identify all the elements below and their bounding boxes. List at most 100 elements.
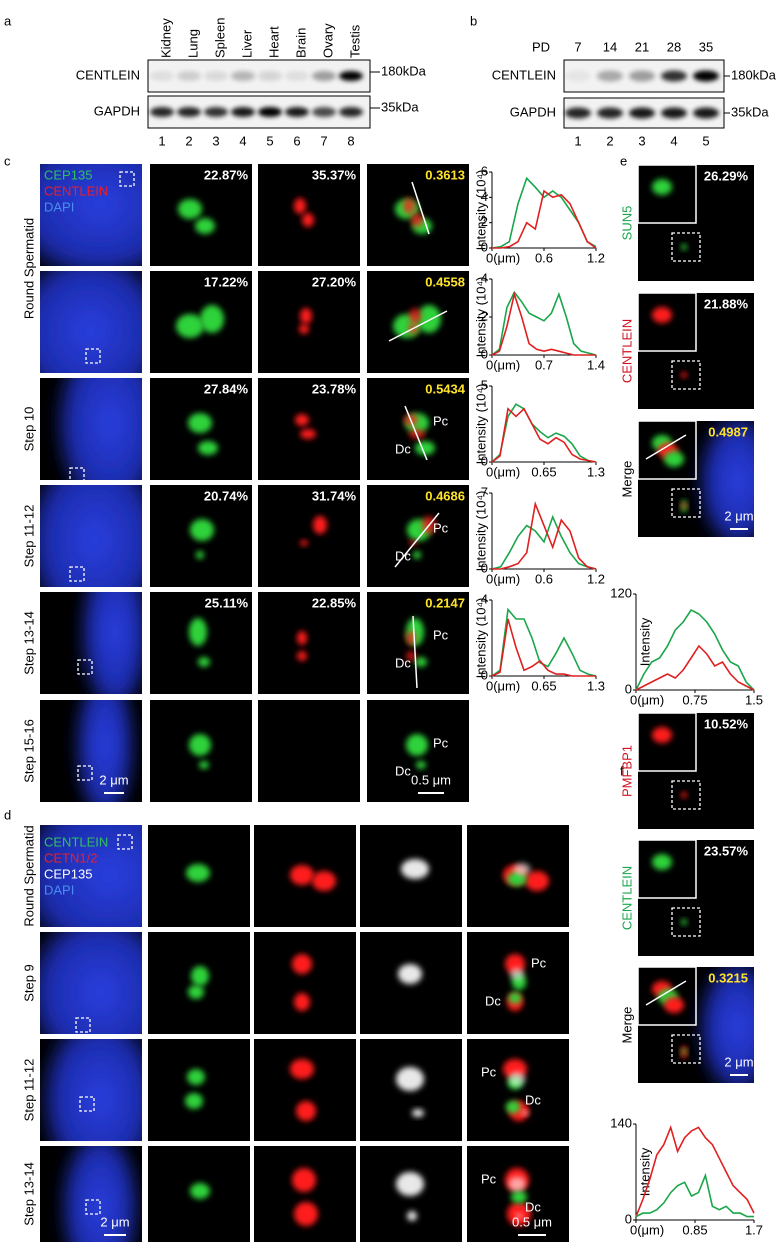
signal <box>178 199 202 219</box>
signal <box>681 506 687 512</box>
dc-label: Dc <box>395 441 411 456</box>
inset-border <box>637 966 697 1026</box>
percentage: 21.88% <box>704 296 749 311</box>
label: GAPDH <box>94 103 140 118</box>
signal <box>396 1172 424 1196</box>
pc-label: Pc <box>481 1171 497 1186</box>
roi-box <box>671 907 701 937</box>
legend-entry: CENTLEIN <box>44 183 108 198</box>
scale-label: 2 μm <box>100 1214 129 1229</box>
x-tick-label: 0(μm) <box>486 250 520 265</box>
coefficient: 0.5434 <box>425 381 466 396</box>
legend-entry: DAPI <box>44 882 74 897</box>
signal <box>40 485 142 587</box>
scale-label: 2 μm <box>724 1054 753 1069</box>
signal <box>60 1146 140 1242</box>
label: 35 <box>699 39 713 54</box>
signal <box>80 592 142 694</box>
percentage: 26.29% <box>704 168 749 183</box>
label: Spleen <box>212 18 227 58</box>
channel-label: SUN5 <box>619 206 634 241</box>
percentage: 22.87% <box>204 167 249 182</box>
image-panel <box>148 1039 250 1141</box>
signal <box>396 1067 424 1091</box>
signal <box>299 324 309 334</box>
label: PD <box>532 39 550 54</box>
image-content <box>60 1146 140 1242</box>
signal <box>664 451 684 467</box>
roi-box <box>117 834 133 850</box>
y-tick-label: 0 <box>481 560 488 575</box>
y-tick-label: 4 <box>481 270 488 285</box>
image-content <box>652 854 687 925</box>
image-content <box>188 413 218 455</box>
y-tick-label: 7 <box>481 484 488 499</box>
band <box>597 70 623 82</box>
channel-label: Merge <box>619 461 634 498</box>
signal <box>412 1109 424 1117</box>
x-tick-label: 1.5 <box>745 692 763 707</box>
signal <box>652 307 672 323</box>
band <box>312 107 336 117</box>
percentage: 10.52% <box>704 716 749 731</box>
signal <box>698 421 754 537</box>
y-axis-label: Intensity <box>637 1147 652 1196</box>
pc-label: Pc <box>433 627 449 642</box>
signal <box>406 651 416 661</box>
x-tick-label: 1.4 <box>587 357 605 372</box>
signal <box>188 985 204 999</box>
image-content <box>299 308 312 334</box>
signal <box>40 825 142 927</box>
roi-box <box>79 1096 95 1112</box>
image-content <box>505 1168 531 1226</box>
percentage: 23.57% <box>704 843 749 858</box>
intensity-line <box>635 1124 755 1217</box>
roi-box <box>77 765 93 781</box>
image-content <box>505 954 527 1011</box>
x-tick-label: 1.7 <box>745 1222 763 1237</box>
label: Ovary <box>320 23 335 58</box>
image-content <box>176 305 224 338</box>
pc-label: Pc <box>531 955 547 970</box>
signal <box>40 164 142 266</box>
image-content <box>396 1067 424 1117</box>
panel-letter: b <box>470 13 477 28</box>
y-axis-label: Intensity (10⁴) <box>473 598 488 679</box>
intensity-line <box>492 500 597 570</box>
label: Brain <box>293 28 308 58</box>
label: 14 <box>603 39 617 54</box>
signal <box>511 1190 527 1204</box>
stage-label: Step 9 <box>21 964 36 1002</box>
label: 7 <box>574 39 581 54</box>
percentage: 27.84% <box>204 381 249 396</box>
legend-entry: CEP135 <box>44 167 92 182</box>
x-tick-label: 0.75 <box>682 692 707 707</box>
y-tick-label: 0 <box>481 239 488 254</box>
signal <box>415 657 427 667</box>
intensity-line <box>491 291 596 356</box>
y-tick-label: 2 <box>481 308 488 323</box>
dc-label: Dc <box>525 1199 541 1214</box>
intensity-line <box>492 189 597 249</box>
image-content <box>185 1069 205 1109</box>
y-tick-label: 2 <box>481 214 488 229</box>
image-panel <box>258 700 360 802</box>
x-tick-label: 1.3 <box>587 464 605 479</box>
signal <box>200 305 224 333</box>
image-content <box>190 519 214 559</box>
scale-label: 0.5 μm <box>512 1214 552 1229</box>
band <box>231 71 255 81</box>
profile-line <box>645 434 687 460</box>
signal <box>398 964 422 984</box>
roi-box <box>85 348 101 364</box>
panel-letter: f <box>620 763 624 778</box>
signal <box>516 1213 522 1219</box>
inset-border <box>637 839 697 899</box>
panel-letter: c <box>4 153 11 168</box>
x-tick-label: 0(μm) <box>486 464 520 479</box>
label: CENTLEIN <box>492 67 556 82</box>
y-tick-label: 6 <box>481 163 488 178</box>
image-panel <box>258 592 360 694</box>
stage-label: Step 11-12 <box>21 1059 36 1122</box>
legend-entry: CEP135 <box>44 866 92 881</box>
